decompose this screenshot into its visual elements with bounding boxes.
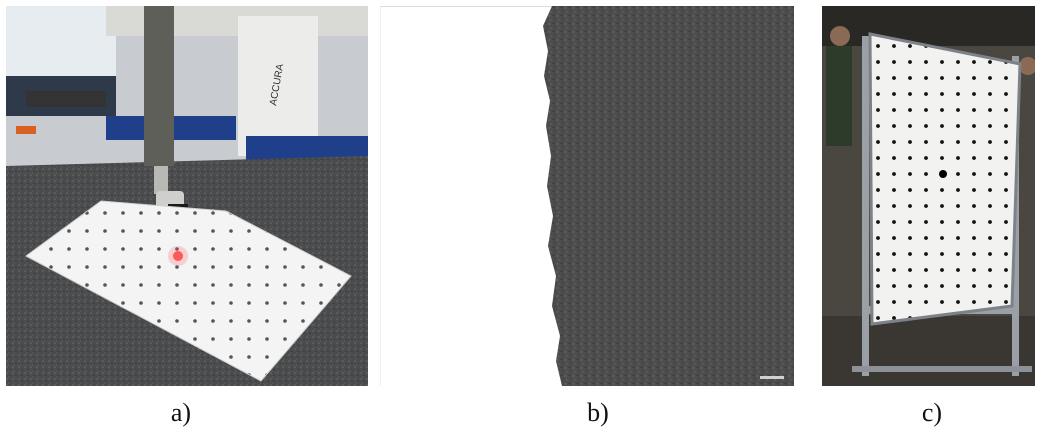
calibration-board	[868, 32, 1022, 326]
person-left-head	[830, 26, 850, 46]
probe-column	[144, 6, 174, 166]
frame-left-post	[862, 36, 869, 376]
dot-edge-region	[543, 6, 794, 386]
caption-a: a)	[170, 398, 192, 427]
caption-c: c)	[921, 398, 943, 427]
scale-bar	[760, 376, 784, 379]
caption-b: b)	[587, 398, 609, 427]
window	[6, 6, 116, 76]
frame-base	[852, 366, 1032, 372]
gantry-column	[238, 16, 318, 156]
panel-a-cmm-photo: ACCURA	[6, 6, 368, 386]
center-reference-dot	[939, 170, 947, 178]
panel-b-microscope-edge	[380, 6, 794, 386]
person-right-head	[1019, 57, 1035, 75]
panel-c-calibration-board	[822, 6, 1035, 386]
calibration-plate	[25, 200, 352, 382]
laser-spot	[173, 251, 183, 261]
